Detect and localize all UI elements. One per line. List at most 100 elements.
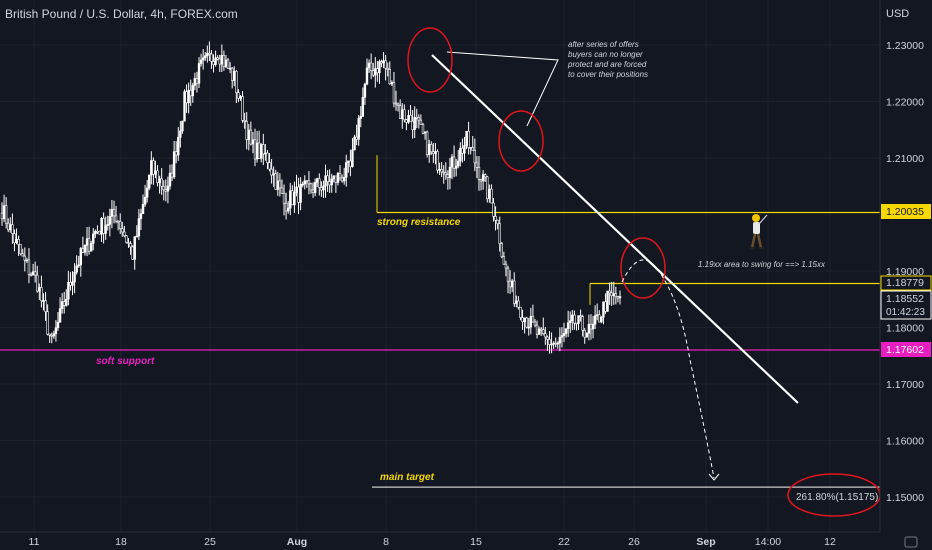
candle (131, 245, 134, 260)
candle (506, 265, 510, 294)
candle (98, 230, 101, 235)
candle (172, 140, 176, 180)
candle (394, 90, 398, 111)
candle (237, 89, 240, 103)
candle (558, 327, 562, 352)
x-tick-label: 12 (824, 536, 836, 548)
candle (313, 178, 317, 197)
candle (444, 162, 447, 180)
candle (409, 104, 412, 122)
candle (417, 114, 421, 129)
candle (486, 175, 489, 203)
highlight-circle (498, 110, 544, 172)
resistance-price-tag (881, 204, 931, 219)
candle (392, 71, 396, 108)
candle (342, 167, 346, 185)
x-tick-label: 15 (470, 536, 482, 548)
candle (593, 305, 597, 330)
x-tick-label: Sep (696, 536, 715, 548)
candle (533, 318, 537, 328)
candle (556, 341, 559, 349)
candle (363, 82, 367, 105)
candle (83, 244, 87, 256)
candle (262, 133, 265, 166)
candle (199, 53, 203, 67)
level-lines (0, 155, 880, 488)
candle (108, 208, 112, 237)
candle (425, 130, 429, 158)
highlight-circle (407, 27, 453, 93)
candle (440, 162, 443, 178)
candle (75, 255, 78, 275)
candle (268, 152, 271, 172)
candle (282, 184, 286, 216)
offers-annotation-line-3: protect and are forced (567, 60, 647, 69)
candle (365, 58, 369, 86)
candle (351, 138, 354, 168)
candle (550, 332, 553, 354)
candle (179, 121, 182, 148)
time-axis[interactable]: 11 18 25 Aug 8 15 22 26 Sep 14:00 12 (0, 531, 932, 550)
currency-label: USD (886, 8, 909, 20)
y-tick-label: 1.15000 (886, 492, 924, 504)
candle (459, 142, 462, 167)
candlestick-series (0, 41, 622, 354)
candle (123, 225, 126, 238)
current-price-label: 1.18552 (886, 293, 924, 305)
candle (562, 322, 566, 343)
candle (241, 91, 244, 123)
x-tick-label: 14:00 (755, 536, 781, 548)
candle (112, 200, 116, 224)
candle (162, 180, 165, 201)
candle (473, 138, 477, 172)
candle (577, 315, 580, 330)
current-price-tag (880, 290, 932, 320)
candle (338, 165, 342, 181)
x-tick-label: 22 (558, 536, 570, 548)
candle (152, 157, 155, 185)
candle (500, 241, 503, 259)
y-tick-label: 1.17000 (886, 379, 924, 391)
candle (309, 182, 313, 194)
candle (600, 316, 603, 324)
candle (266, 150, 269, 170)
candle (214, 50, 217, 67)
candle (475, 156, 479, 179)
offers-annotation-line-2: buyers can no longer (568, 50, 643, 59)
candle (504, 260, 508, 277)
candle (137, 209, 141, 241)
candle (23, 247, 27, 272)
swing-annotation: 1.19xx area to swing for ==> 1.15xx (698, 260, 826, 269)
candle (467, 121, 470, 155)
candle (494, 206, 497, 231)
candle (191, 82, 194, 103)
x-tick-label: 8 (383, 536, 389, 548)
candle (581, 314, 584, 337)
candle (121, 221, 124, 237)
downtrend-line[interactable] (431, 54, 799, 404)
y-tick-labels: 1.23000 1.22000 1.21000 1.19000 1.18000 1.170… (886, 40, 924, 504)
candle (303, 175, 306, 190)
golfer-icon (750, 214, 768, 249)
candle (548, 331, 551, 354)
candle (299, 177, 302, 211)
candle (471, 135, 474, 151)
price-axis[interactable]: USD 1.230001.220001.210001.190001.180001… (879, 0, 932, 532)
y-tick-label: 1.23000 (886, 40, 924, 52)
offers-annotation-line-1: after series of offers (568, 40, 639, 49)
candle (52, 330, 56, 339)
settings-icon[interactable] (904, 536, 918, 548)
candle (566, 310, 570, 337)
candle (546, 335, 549, 351)
candle (33, 261, 37, 283)
candle (119, 213, 122, 235)
support-price-tag (881, 342, 931, 357)
candle (369, 53, 373, 80)
support-price-label: 1.17602 (886, 344, 924, 356)
candle (330, 173, 333, 193)
candle (56, 312, 60, 331)
candle (114, 205, 118, 224)
candle (591, 315, 595, 339)
